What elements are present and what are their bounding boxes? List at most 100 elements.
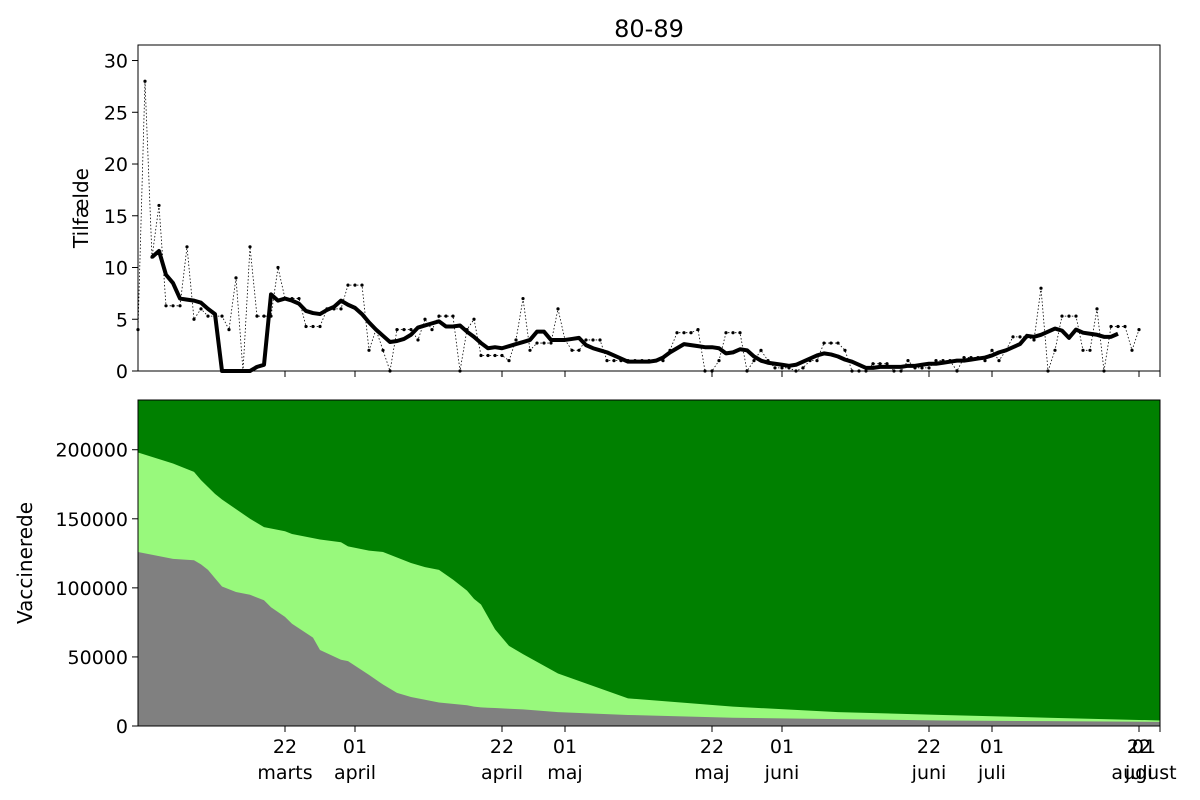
daily-case-point [591, 338, 595, 342]
daily-case-point [143, 79, 147, 83]
vaccination-plot-frame [137, 399, 1161, 727]
daily-case-point [605, 359, 609, 363]
daily-case-point [962, 355, 966, 360]
daily-case-point [304, 324, 308, 329]
daily-case-point [164, 304, 168, 308]
daily-case-point [360, 283, 364, 287]
vaccination-x-axis: 22 marts 01 april 22 april 01 maj 22 maj 01 juni 22 j… [257, 726, 1177, 784]
daily-case-point [318, 324, 322, 329]
vaccination-y-tick-label: 100000 [55, 578, 128, 600]
daily-case-point [696, 328, 700, 332]
cases-y-tick-label: 20 [104, 154, 128, 176]
x-tick-month-label: marts [257, 762, 312, 784]
chart-title: 80-89 [614, 15, 684, 43]
daily-case-point [724, 331, 728, 335]
daily-case-point [549, 341, 553, 345]
daily-case-point [500, 353, 504, 358]
daily-case-point [780, 366, 784, 370]
cases-y-tick-label: 5 [116, 309, 128, 331]
daily-case-point [731, 331, 735, 335]
daily-case-point [997, 359, 1001, 363]
average-cases-line [150, 248, 1119, 373]
daily-case-point [472, 317, 476, 321]
daily-case-point [1109, 324, 1113, 329]
daily-case-point [248, 245, 252, 249]
daily-case-point [1032, 338, 1036, 342]
area-unvaccinated [138, 551, 1160, 726]
cases-y-tick-label: 10 [104, 258, 128, 280]
x-tick-day-label: 01 [770, 736, 794, 758]
vaccination-y-axis-label: Vaccinerede [13, 502, 37, 624]
daily-case-point [570, 348, 574, 352]
daily-case-point [920, 366, 924, 370]
daily-case-point [801, 366, 805, 370]
x-tick-day-label: 22 [1127, 736, 1151, 758]
cases-x-axis [284, 371, 1161, 377]
daily-case-point [1137, 328, 1141, 332]
daily-case-point [717, 359, 721, 363]
daily-case-point [227, 328, 231, 332]
daily-case-point [983, 359, 987, 363]
x-tick-month-label: april [481, 762, 523, 784]
cases-plot-area [138, 45, 1160, 371]
daily-case-point [262, 314, 266, 318]
daily-case-point [1018, 335, 1022, 339]
daily-case-point [1060, 314, 1064, 318]
daily-case-point [507, 359, 511, 363]
daily-case-point [598, 338, 602, 342]
daily-case-point [871, 362, 875, 366]
daily-case-point [381, 348, 385, 352]
daily-case-point [1088, 348, 1092, 352]
daily-case-point [353, 283, 357, 287]
cases-y-axis: 0 5 10 15 20 25 30 [104, 51, 138, 383]
daily-case-point [878, 362, 882, 366]
daily-case-point [689, 331, 693, 335]
x-tick-day-label: 01 [343, 736, 367, 758]
daily-case-point [1116, 324, 1120, 329]
daily-case-point [437, 314, 441, 318]
daily-case-point [1067, 314, 1071, 318]
daily-case-point [367, 348, 371, 352]
daily-case-point [276, 265, 280, 270]
daily-case-point [815, 359, 819, 363]
daily-case-point [1011, 335, 1015, 339]
cases-y-tick-label: 30 [104, 51, 128, 73]
daily-case-point [514, 338, 518, 342]
daily-case-point [1074, 314, 1078, 318]
daily-case-point [493, 353, 497, 358]
daily-case-point [1081, 348, 1085, 352]
daily-case-point [528, 348, 532, 352]
x-tick-month-label: juni [764, 762, 800, 784]
daily-case-point [542, 341, 546, 345]
daily-case-point [584, 338, 588, 342]
daily-case-point [339, 307, 343, 311]
daily-case-point [577, 348, 581, 352]
daily-case-point [934, 359, 938, 363]
daily-case-point [521, 296, 525, 301]
daily-case-point [192, 317, 196, 321]
daily-case-point [1039, 286, 1043, 290]
daily-case-point [682, 331, 686, 335]
daily-case-point [612, 359, 616, 363]
x-tick-month-label: august [1111, 762, 1176, 784]
daily-case-point [1123, 324, 1127, 329]
daily-case-point [1053, 348, 1057, 352]
daily-case-point [486, 353, 490, 358]
x-tick-month-label: juli [977, 762, 1006, 784]
x-tick-day-label: 01 [553, 736, 577, 758]
area-first-dose [138, 452, 1160, 726]
daily-case-point [409, 328, 413, 332]
daily-case-point [185, 245, 189, 249]
cases-plot-frame [137, 44, 1161, 372]
x-tick-day-label: 22 [700, 736, 724, 758]
daily-case-point [451, 314, 455, 318]
daily-case-point [675, 331, 679, 335]
daily-case-point [556, 307, 560, 311]
daily-case-point [297, 296, 301, 301]
x-tick-day-label: 22 [917, 736, 941, 758]
daily-case-point [1095, 307, 1099, 311]
daily-case-point [346, 283, 350, 287]
daily-case-point [234, 276, 238, 280]
daily-case-point [206, 314, 210, 318]
